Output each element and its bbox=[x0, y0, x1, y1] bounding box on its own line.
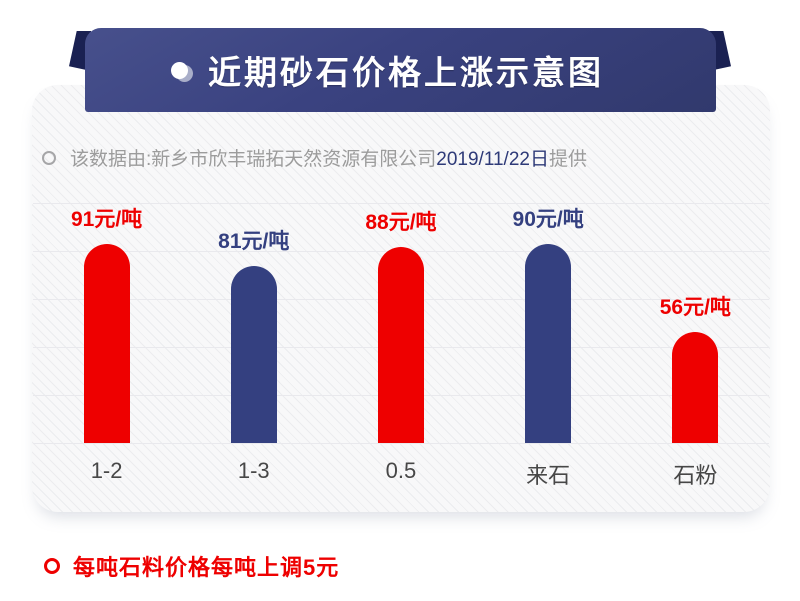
footer-note-text: 每吨石料价格每吨上调5元 bbox=[73, 555, 340, 580]
bar bbox=[525, 244, 572, 443]
category-label: 来石 bbox=[526, 463, 571, 488]
bar bbox=[672, 332, 719, 443]
value-label: 90元/吨 bbox=[512, 208, 584, 231]
footer-note: 每吨石料价格每吨上调5元 bbox=[44, 550, 339, 582]
ring-bullet-icon bbox=[42, 150, 56, 165]
sphere-bullet-icon bbox=[171, 61, 188, 79]
bar-column-1-3: 81元/吨 bbox=[180, 203, 327, 443]
category-label: 石粉 bbox=[673, 463, 718, 488]
value-label: 56元/吨 bbox=[659, 296, 731, 319]
bar-column-0.5: 88元/吨 bbox=[327, 203, 474, 443]
value-label: 91元/吨 bbox=[70, 208, 143, 231]
bar bbox=[230, 266, 277, 443]
value-label: 81元/吨 bbox=[218, 230, 290, 253]
value-label: 88元/吨 bbox=[365, 211, 437, 234]
page-title: 近期砂石价格上涨示意图 bbox=[208, 54, 604, 91]
category-axis: 1-2 1-3 0.5 来石 石粉 bbox=[33, 458, 769, 490]
category-label: 1-2 bbox=[90, 458, 123, 483]
bar-column-来石: 90元/吨 bbox=[475, 203, 622, 443]
data-source-line: 该数据由:新乡市欣丰瑞拓天然资源有限公司2019/11/22日提供 bbox=[42, 144, 587, 171]
ring-bullet-icon bbox=[44, 558, 60, 574]
bar bbox=[377, 247, 424, 443]
bar-column-石粉: 56元/吨 bbox=[622, 203, 769, 443]
source-date: 2019/11/22日 bbox=[436, 149, 549, 170]
bar bbox=[83, 244, 130, 443]
source-text: 该数据由:新乡市欣丰瑞拓天然资源有限公司2019/11/22日提供 bbox=[70, 144, 587, 171]
bar-column-1-2: 91元/吨 bbox=[33, 203, 180, 443]
bar-group: 91元/吨 81元/吨 88元/吨 90元/吨 56元/吨 bbox=[33, 203, 769, 443]
category-label: 1-3 bbox=[237, 458, 270, 483]
title-banner: 近期砂石价格上涨示意图 bbox=[85, 28, 716, 112]
source-prefix: 该数据由:新乡市欣丰瑞拓天然资源有限公司 bbox=[70, 149, 437, 170]
source-suffix: 提供 bbox=[548, 149, 587, 170]
category-label: 0.5 bbox=[385, 458, 417, 483]
